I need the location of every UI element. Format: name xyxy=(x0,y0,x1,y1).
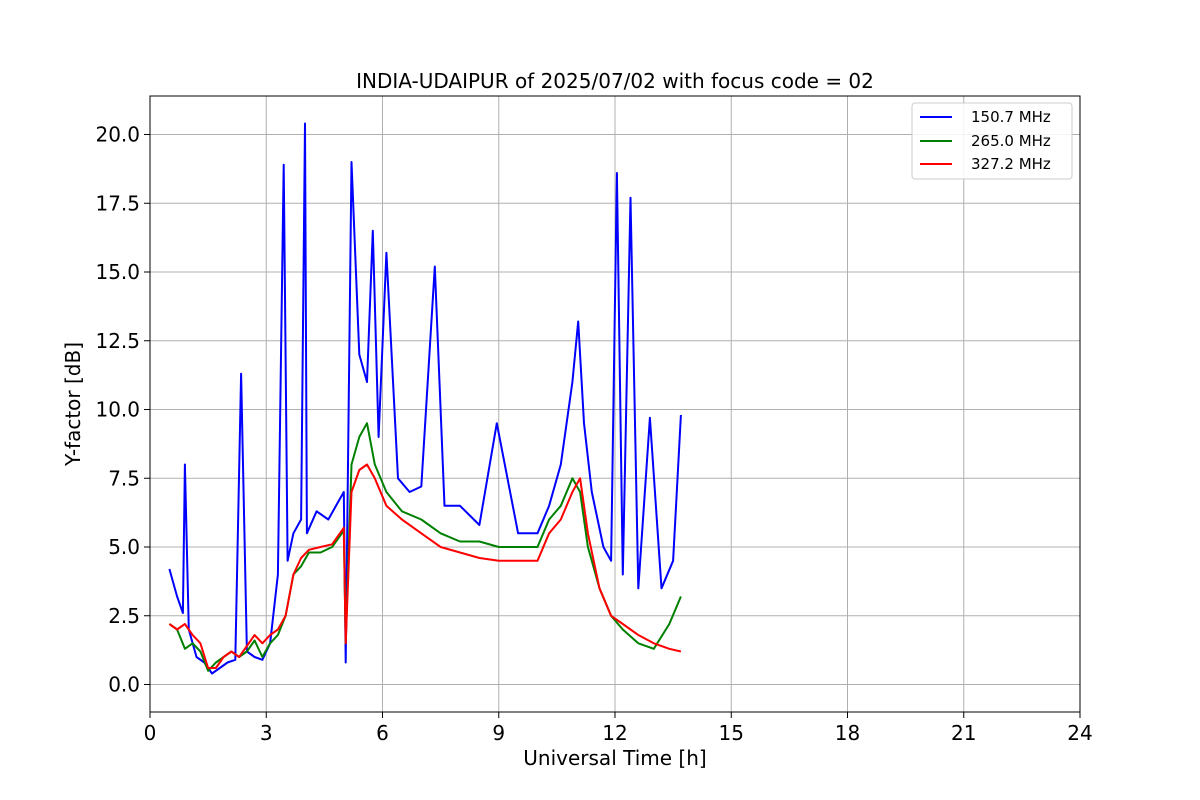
y-axis-label: Y-factor [dB] xyxy=(61,342,85,467)
y-tick-label: 7.5 xyxy=(108,466,140,490)
x-tick-label: 6 xyxy=(376,721,389,745)
x-axis: 0 3 6 9 12 15 18 21 24 xyxy=(144,712,1093,745)
y-tick-label: 5.0 xyxy=(108,535,140,559)
chart-title: INDIA-UDAIPUR of 2025/07/02 with focus c… xyxy=(356,69,874,93)
y-axis: 0.0 2.5 5.0 7.5 10.0 12.5 15.0 17.5 20.0 xyxy=(95,123,150,697)
legend-label-150: 150.7 MHz xyxy=(971,108,1051,126)
y-tick-label: 20.0 xyxy=(95,123,140,147)
y-tick-label: 12.5 xyxy=(95,329,140,353)
x-tick-label: 24 xyxy=(1067,721,1092,745)
x-tick-label: 9 xyxy=(492,721,505,745)
x-tick-label: 21 xyxy=(951,721,976,745)
x-axis-label: Universal Time [h] xyxy=(523,746,706,770)
series-line-2 xyxy=(168,463,682,669)
x-tick-label: 12 xyxy=(602,721,627,745)
grid xyxy=(149,96,1081,712)
x-tick-label: 3 xyxy=(260,721,273,745)
y-tick-label: 17.5 xyxy=(95,191,140,215)
x-tick-label: 18 xyxy=(835,721,860,745)
x-tick-label: 15 xyxy=(719,721,744,745)
legend-box xyxy=(911,102,1073,180)
y-tick-label: 2.5 xyxy=(108,604,140,628)
x-tick-label: 0 xyxy=(144,721,157,745)
legend-label-327: 327.2 MHz xyxy=(971,155,1051,173)
y-tick-label: 0.0 xyxy=(108,673,140,697)
y-tick-label: 15.0 xyxy=(95,260,140,284)
series-line-0 xyxy=(168,122,682,675)
y-tick-label: 10.0 xyxy=(95,398,140,422)
legend-label-265: 265.0 MHz xyxy=(971,132,1051,150)
plot-area xyxy=(168,122,682,675)
legend: 150.7 MHz 265.0 MHz 327.2 MHz xyxy=(911,102,1073,180)
